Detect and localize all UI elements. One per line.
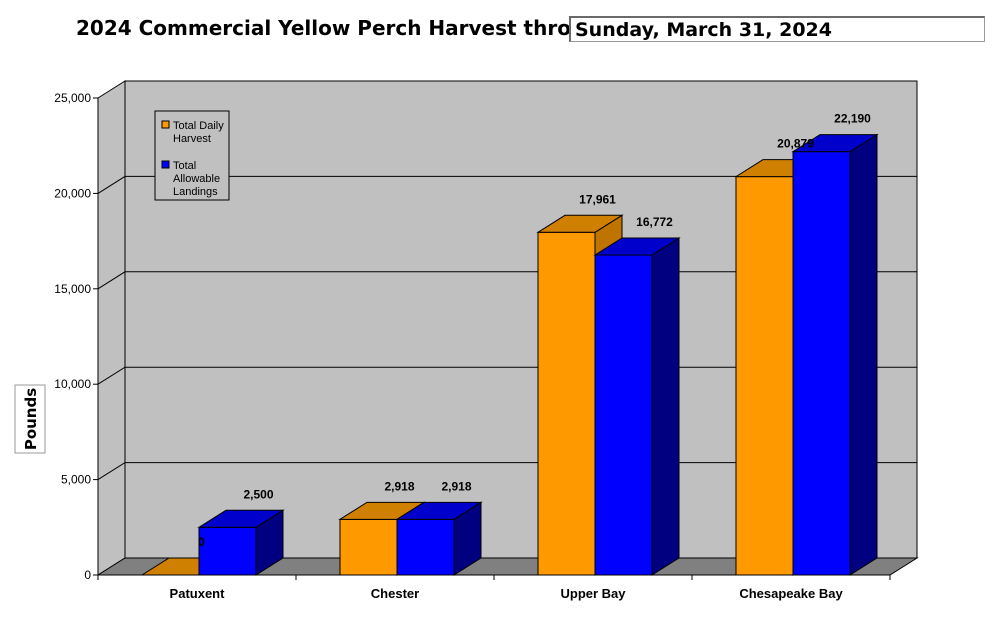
gridline [97,175,917,194]
side-wall [97,80,126,576]
y-tick-label: 0 [84,568,91,582]
data-label: 2,918 [441,479,471,493]
bar-side [849,133,878,576]
data-label: 16,772 [636,215,673,229]
y-tick-label: 5,000 [61,473,91,487]
x-tick-label: Chesapeake Bay [739,586,843,601]
x-tick-label: Upper Bay [560,586,626,601]
bar-front [339,518,398,576]
legend-swatch [161,120,170,129]
legend-label: Allowable [173,173,220,185]
chart-title: 2024 Commercial Yellow Perch Harvest thr… [76,16,614,40]
y-tick-label: 25,000 [54,91,91,105]
bar [197,509,285,576]
bar-front [735,176,794,576]
data-labels: 0 2,500 2,918 2,918 17,961 16,772 20,879 22,190 [198,112,871,549]
y-axis-title-box [14,384,46,454]
bar-top [593,237,681,256]
y-tick-label: 15,000 [54,282,91,296]
legend-label: Total [173,160,196,172]
bar-top [395,501,483,520]
bar-front [537,231,596,576]
legend-label: Total Daily [173,120,224,132]
y-tick-label: 10,000 [54,377,91,391]
bar-front [792,151,851,576]
bar-top [197,509,285,528]
axes: 0 5,000 10,000 15,000 20,000 25,000 Patuxent Ch… [54,91,891,601]
y-tick-label: 20,000 [54,186,91,200]
bar-top [536,214,624,233]
x-tick-label: Patuxent [170,586,226,601]
y-axis-title-group: Pounds [14,384,46,454]
bar-front [396,518,455,576]
date-field: Sunday, March 31, 2024 [569,16,985,42]
legend-label: Harvest [173,133,211,145]
plot-back-wall [96,80,919,576]
bar-top [791,134,879,153]
y-axis-title: Pounds [22,388,40,450]
data-label: 2,500 [243,487,273,501]
bar-front [198,526,257,576]
bar [395,501,483,576]
x-tick-label: Chester [371,586,419,601]
legend-label: Landings [173,186,218,198]
data-label: 2,918 [384,479,414,493]
bars [140,133,879,576]
legend-swatch [161,160,170,169]
data-label: 0 [198,535,205,549]
data-label: 20,879 [777,137,814,151]
bar [593,237,681,576]
bar-front [594,254,653,576]
bar-side [651,237,680,576]
data-label: 22,190 [834,112,871,126]
data-label: 17,961 [579,192,616,206]
bar [791,133,879,576]
